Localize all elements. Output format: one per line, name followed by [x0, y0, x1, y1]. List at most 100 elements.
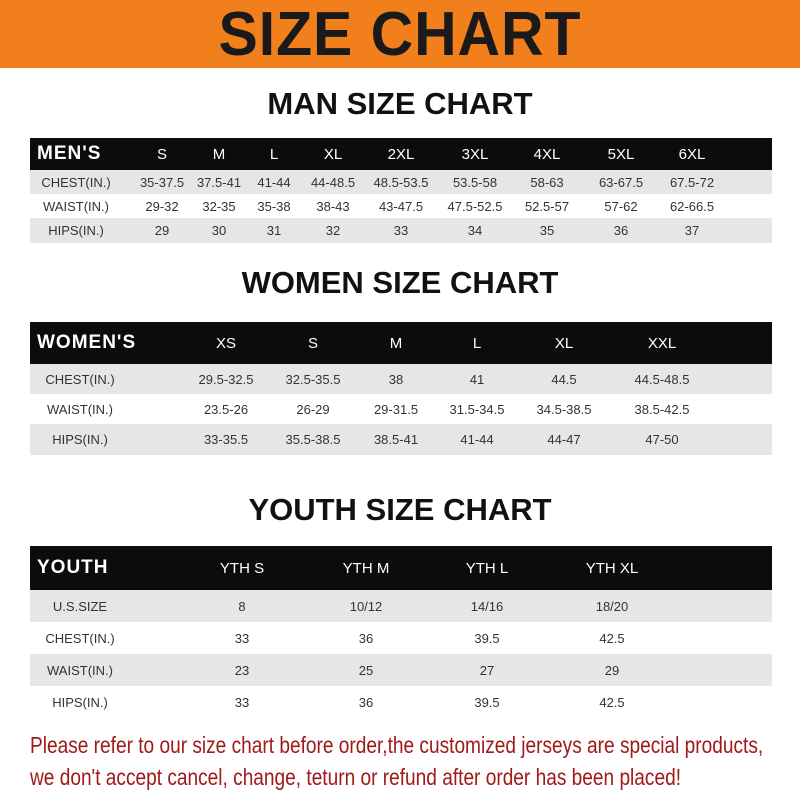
table-cell: 44-48.5 — [310, 174, 356, 190]
row-label: CHEST(IN.) — [45, 371, 115, 387]
row-label: HIPS(IN.) — [52, 694, 108, 710]
table-cell: 14/16 — [470, 598, 504, 614]
table-corner-label: MEN'S — [37, 143, 102, 164]
women-section-title: WOMEN SIZE CHART — [241, 265, 559, 300]
size-column-header: L — [269, 145, 279, 163]
table-cell: 29-32 — [145, 198, 179, 214]
table-cell: 48.5-53.5 — [373, 174, 429, 190]
men-size-table: MEN'S S M L XL 2XL 3XL 4XL 5XL 6XL CHEST(IN.) 35-37… — [30, 138, 772, 243]
row-label: CHEST(IN.) — [41, 174, 111, 190]
table-row: WAIST(IN.) 23 25 27 29 — [30, 654, 772, 686]
table-cell: 38.5-41 — [373, 432, 419, 447]
row-label: CHEST(IN.) — [45, 630, 115, 646]
order-notice-line-2: we don't accept cancel, change, teturn o… — [30, 764, 682, 790]
size-column-header: XS — [215, 334, 237, 352]
table-corner-label: YOUTH — [37, 557, 109, 578]
table-row: CHEST(IN.) 33 36 39.5 42.5 — [30, 622, 772, 654]
table-cell: 38.5-42.5 — [634, 401, 690, 417]
size-column-header: YTH S — [219, 559, 265, 577]
size-column-header: YTH M — [342, 559, 390, 577]
youth-size-table: YOUTH YTH S YTH M YTH L YTH XL U.S.SIZE 8 10/12… — [30, 546, 772, 718]
size-column-header: S — [307, 334, 319, 352]
table-cell: 32.5-35.5 — [285, 371, 341, 387]
table-cell: 53.5-58 — [452, 174, 498, 190]
table-cell: 34.5-38.5 — [536, 401, 592, 417]
size-column-header: 2XL — [387, 145, 415, 163]
table-cell: 63-67.5 — [598, 174, 644, 190]
table-cell: 35-38 — [257, 198, 291, 214]
table-cell: 44.5-48.5 — [634, 371, 690, 387]
table-cell: 43-47.5 — [378, 198, 424, 214]
table-cell: 32 — [325, 223, 341, 238]
table-cell: 33-35.5 — [203, 432, 249, 447]
order-notice-line-1: Please refer to our size chart before or… — [30, 732, 764, 758]
table-cell: 31.5-34.5 — [449, 401, 505, 417]
table-cell: 41-44 — [460, 432, 494, 447]
table-header-row: YOUTH YTH S YTH M YTH L YTH XL — [30, 546, 772, 590]
table-cell: 62-66.5 — [669, 198, 715, 214]
table-cell: 33 — [393, 223, 409, 238]
table-cell: 41-44 — [257, 174, 291, 190]
table-cell: 35 — [539, 223, 555, 238]
table-cell: 47.5-52.5 — [447, 198, 503, 214]
table-cell: 42.5 — [599, 630, 625, 646]
table-cell: 10/12 — [349, 598, 383, 614]
table-cell: 35.5-38.5 — [285, 432, 341, 447]
table-cell: 47-50 — [645, 432, 679, 447]
table-cell: 52.5-57 — [524, 198, 570, 214]
row-label: WAIST(IN.) — [47, 662, 113, 678]
banner-title: SIZE CHART — [218, 0, 582, 69]
table-cell: 44.5 — [551, 371, 577, 387]
table-cell: 36 — [358, 694, 374, 710]
table-cell: 58-63 — [530, 174, 564, 190]
table-cell: 37 — [684, 223, 700, 238]
table-cell: 33 — [234, 630, 250, 646]
size-column-header: M — [212, 145, 226, 163]
row-label: HIPS(IN.) — [48, 223, 104, 238]
size-column-header: S — [156, 145, 168, 163]
size-column-header: XL — [554, 334, 574, 352]
table-cell: 36 — [613, 223, 629, 238]
women-size-table: WOMEN'S XS S M L XL XXL CHEST(IN.) 29.5-32.5 32.5… — [30, 322, 772, 455]
size-column-header: 5XL — [607, 145, 635, 163]
table-cell: 39.5 — [474, 694, 500, 710]
table-row: HIPS(IN.) 33 36 39.5 42.5 — [30, 686, 772, 718]
size-column-header: 3XL — [461, 145, 489, 163]
table-cell: 44-47 — [547, 432, 581, 447]
size-column-header: 6XL — [678, 145, 706, 163]
table-row: WAIST(IN.) 29-32 32-35 35-38 38-43 43-47.5 47.… — [30, 194, 772, 218]
row-label: HIPS(IN.) — [52, 432, 108, 447]
row-label: U.S.SIZE — [52, 598, 108, 614]
table-cell: 38-43 — [316, 198, 350, 214]
size-column-header: YTH L — [465, 559, 509, 577]
table-row: WAIST(IN.) 23.5-26 26-29 29-31.5 31.5-34.5 34… — [30, 394, 772, 424]
table-cell: 32-35 — [202, 198, 236, 214]
row-label: WAIST(IN.) — [47, 401, 113, 417]
table-cell: 42.5 — [599, 694, 625, 710]
size-column-header: XXL — [647, 334, 677, 352]
size-column-header: YTH XL — [585, 559, 639, 577]
table-row: CHEST(IN.) 35-37.5 37.5-41 41-44 44-48.5 48.5… — [30, 170, 772, 194]
table-cell: 29.5-32.5 — [198, 371, 254, 387]
table-row: CHEST(IN.) 29.5-32.5 32.5-35.5 38 41 44.5 44.5… — [30, 364, 772, 394]
table-cell: 30 — [211, 223, 227, 238]
table-cell: 8 — [238, 598, 246, 614]
row-label: WAIST(IN.) — [43, 198, 109, 214]
table-cell: 25 — [358, 662, 374, 678]
table-cell: 34 — [467, 223, 483, 238]
table-cell: 41 — [469, 371, 485, 387]
men-section-title: MAN SIZE CHART — [267, 86, 533, 121]
table-cell: 29 — [154, 223, 170, 238]
table-cell: 39.5 — [474, 630, 500, 646]
table-cell: 29-31.5 — [373, 401, 419, 417]
table-cell: 38 — [388, 371, 404, 387]
youth-section-title: YOUTH SIZE CHART — [248, 492, 552, 527]
table-cell: 35-37.5 — [139, 174, 185, 190]
table-row: HIPS(IN.) 29 30 31 32 33 34 35 36 37 — [30, 218, 772, 243]
table-cell: 27 — [479, 662, 495, 678]
table-row: U.S.SIZE 8 10/12 14/16 18/20 — [30, 590, 772, 622]
table-cell: 67.5-72 — [669, 174, 715, 190]
table-cell: 26-29 — [296, 401, 330, 417]
table-header-row: MEN'S S M L XL 2XL 3XL 4XL 5XL 6XL — [30, 138, 772, 170]
table-cell: 37.5-41 — [196, 174, 242, 190]
